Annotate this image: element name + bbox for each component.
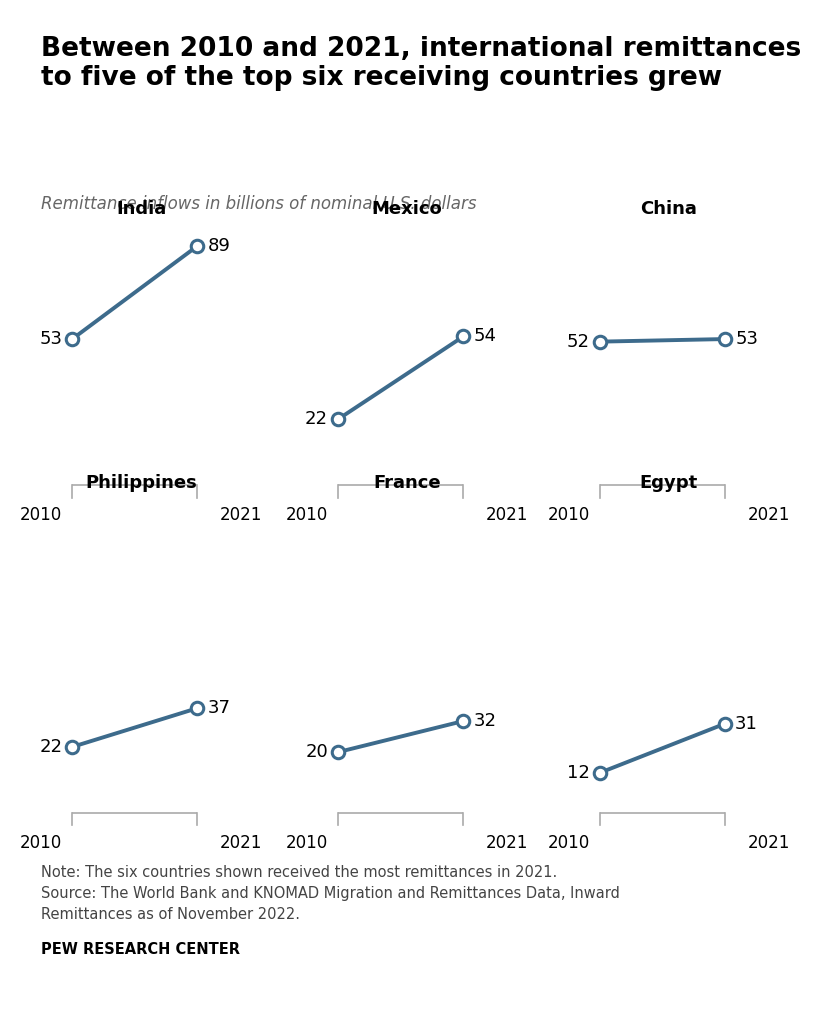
Text: 20: 20	[305, 743, 328, 761]
Text: 54: 54	[474, 328, 497, 345]
Text: Philippines: Philippines	[85, 473, 197, 492]
Text: 37: 37	[208, 699, 231, 717]
Text: 2021: 2021	[486, 506, 528, 524]
Text: PEW RESEARCH CENTER: PEW RESEARCH CENTER	[41, 942, 240, 957]
Text: 53: 53	[735, 330, 758, 348]
Text: Mexico: Mexico	[371, 200, 443, 218]
Text: 89: 89	[208, 237, 231, 255]
Text: 2010: 2010	[547, 834, 590, 852]
Text: 2010: 2010	[285, 834, 328, 852]
Text: 22: 22	[39, 738, 62, 756]
Text: 2010: 2010	[547, 506, 590, 524]
Text: 2021: 2021	[748, 834, 790, 852]
Text: 53: 53	[39, 330, 62, 348]
Text: Egypt: Egypt	[640, 473, 698, 492]
Text: 2021: 2021	[220, 834, 263, 852]
Text: China: China	[640, 200, 697, 218]
Text: 2021: 2021	[748, 506, 790, 524]
Text: 2010: 2010	[285, 506, 328, 524]
Text: 32: 32	[474, 712, 497, 730]
Text: India: India	[116, 200, 166, 218]
Text: 2021: 2021	[220, 506, 263, 524]
Text: Note: The six countries shown received the most remittances in 2021.
Source: The: Note: The six countries shown received t…	[41, 865, 620, 923]
Text: 2010: 2010	[20, 834, 62, 852]
Text: 2021: 2021	[486, 834, 528, 852]
Text: 12: 12	[567, 764, 590, 781]
Text: 31: 31	[735, 715, 758, 732]
Text: Between 2010 and 2021, international remittances
to five of the top six receivin: Between 2010 and 2021, international rem…	[41, 36, 801, 91]
Text: Remittance inflows in billions of nominal U.S. dollars: Remittance inflows in billions of nomina…	[41, 195, 476, 213]
Text: 22: 22	[305, 411, 328, 428]
Text: 52: 52	[567, 333, 590, 350]
Text: 2010: 2010	[20, 506, 62, 524]
Text: France: France	[373, 473, 441, 492]
